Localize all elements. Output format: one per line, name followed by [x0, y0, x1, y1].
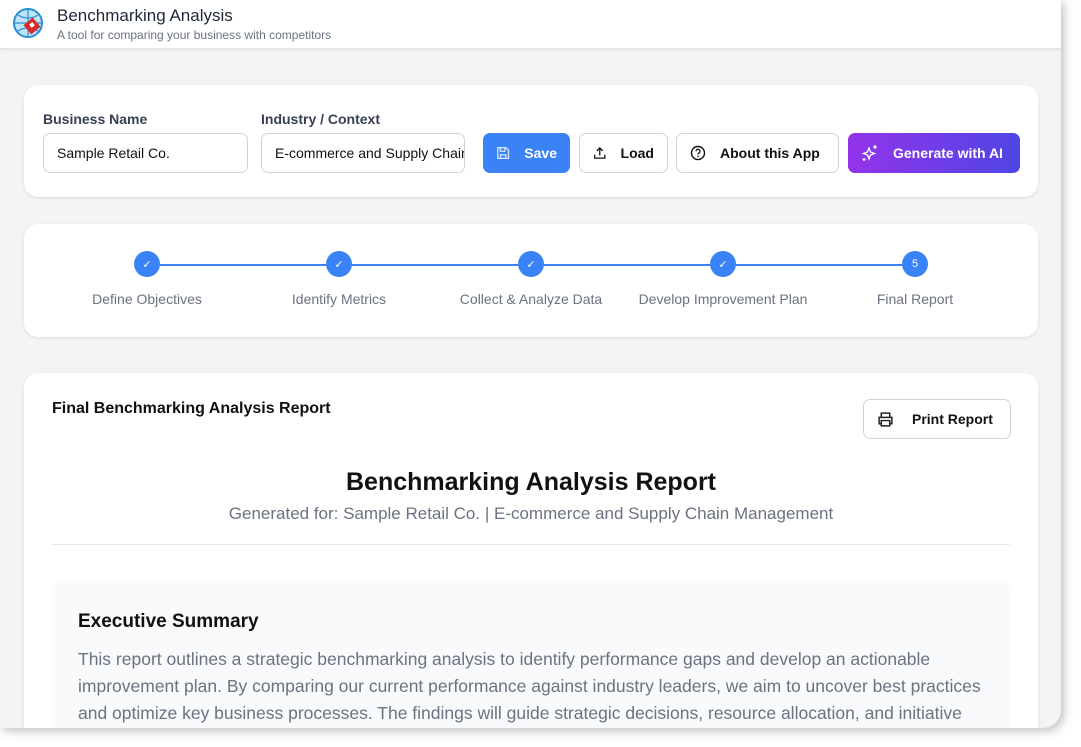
load-label: Load	[620, 145, 654, 161]
step-number: 5	[902, 251, 928, 277]
step-label: Collect & Analyze Data	[459, 291, 603, 307]
executive-summary-section: Executive Summary This report outlines a…	[52, 580, 1010, 728]
step-connector	[160, 264, 928, 266]
step-3[interactable]: ✓ Collect & Analyze Data	[431, 251, 631, 307]
report-card-title: Final Benchmarking Analysis Report	[52, 400, 331, 417]
business-form-card: Business Name Sample Retail Co. Industry…	[24, 85, 1038, 197]
load-button[interactable]: Load	[579, 133, 668, 173]
step-label: Final Report	[876, 291, 954, 307]
generate-label: Generate with AI	[893, 145, 1003, 161]
check-icon: ✓	[326, 251, 352, 277]
executive-summary-title: Executive Summary	[78, 611, 259, 632]
business-name-label: Business Name	[43, 111, 148, 127]
executive-summary-text: This report outlines a strategic benchma…	[78, 649, 981, 723]
report-title: Benchmarking Analysis Report	[345, 468, 716, 496]
check-icon: ✓	[518, 251, 544, 277]
step-label: Develop Improvement Plan	[638, 291, 808, 307]
check-icon: ✓	[710, 251, 736, 277]
step-4[interactable]: ✓ Develop Improvement Plan	[623, 251, 823, 307]
step-5[interactable]: 5 Final Report	[815, 251, 1015, 307]
progress-stepper: ✓ Define Objectives ✓ Identify Metrics ✓ Co…	[24, 224, 1038, 337]
app-header: Benchmarking Analysis A tool for compari…	[0, 0, 1061, 49]
sparkles-icon	[861, 145, 877, 161]
save-button[interactable]: Save	[483, 133, 570, 173]
check-icon: ✓	[134, 251, 160, 277]
report-generated-for: Generated for: Sample Retail Co. | E-com…	[228, 504, 834, 523]
business-name-input[interactable]: Sample Retail Co.	[43, 133, 248, 173]
generate-ai-button[interactable]: Generate with AI	[848, 133, 1020, 173]
print-report-button[interactable]: Print Report	[863, 399, 1011, 439]
save-label: Save	[524, 145, 557, 161]
step-2[interactable]: ✓ Identify Metrics	[239, 251, 439, 307]
help-circle-icon	[690, 145, 706, 161]
upload-icon	[594, 147, 606, 159]
app-title: Benchmarking Analysis	[57, 6, 233, 25]
report-card: Final Benchmarking Analysis Report Print…	[24, 373, 1038, 728]
printer-icon	[878, 411, 893, 427]
app-window: Benchmarking Analysis A tool for compari…	[0, 0, 1061, 728]
step-label: Identify Metrics	[291, 291, 387, 307]
globe-logo-icon	[13, 8, 43, 38]
step-1[interactable]: ✓ Define Objectives	[47, 251, 247, 307]
divider	[52, 544, 1010, 545]
save-icon	[497, 147, 510, 159]
about-button[interactable]: About this App	[676, 133, 839, 173]
print-label: Print Report	[912, 411, 993, 427]
industry-input[interactable]: E-commerce and Supply Chain Management	[261, 133, 465, 173]
step-label: Define Objectives	[92, 291, 202, 307]
app-subtitle: A tool for comparing your business with …	[57, 28, 332, 42]
industry-label: Industry / Context	[261, 111, 381, 127]
about-label: About this App	[720, 145, 820, 161]
